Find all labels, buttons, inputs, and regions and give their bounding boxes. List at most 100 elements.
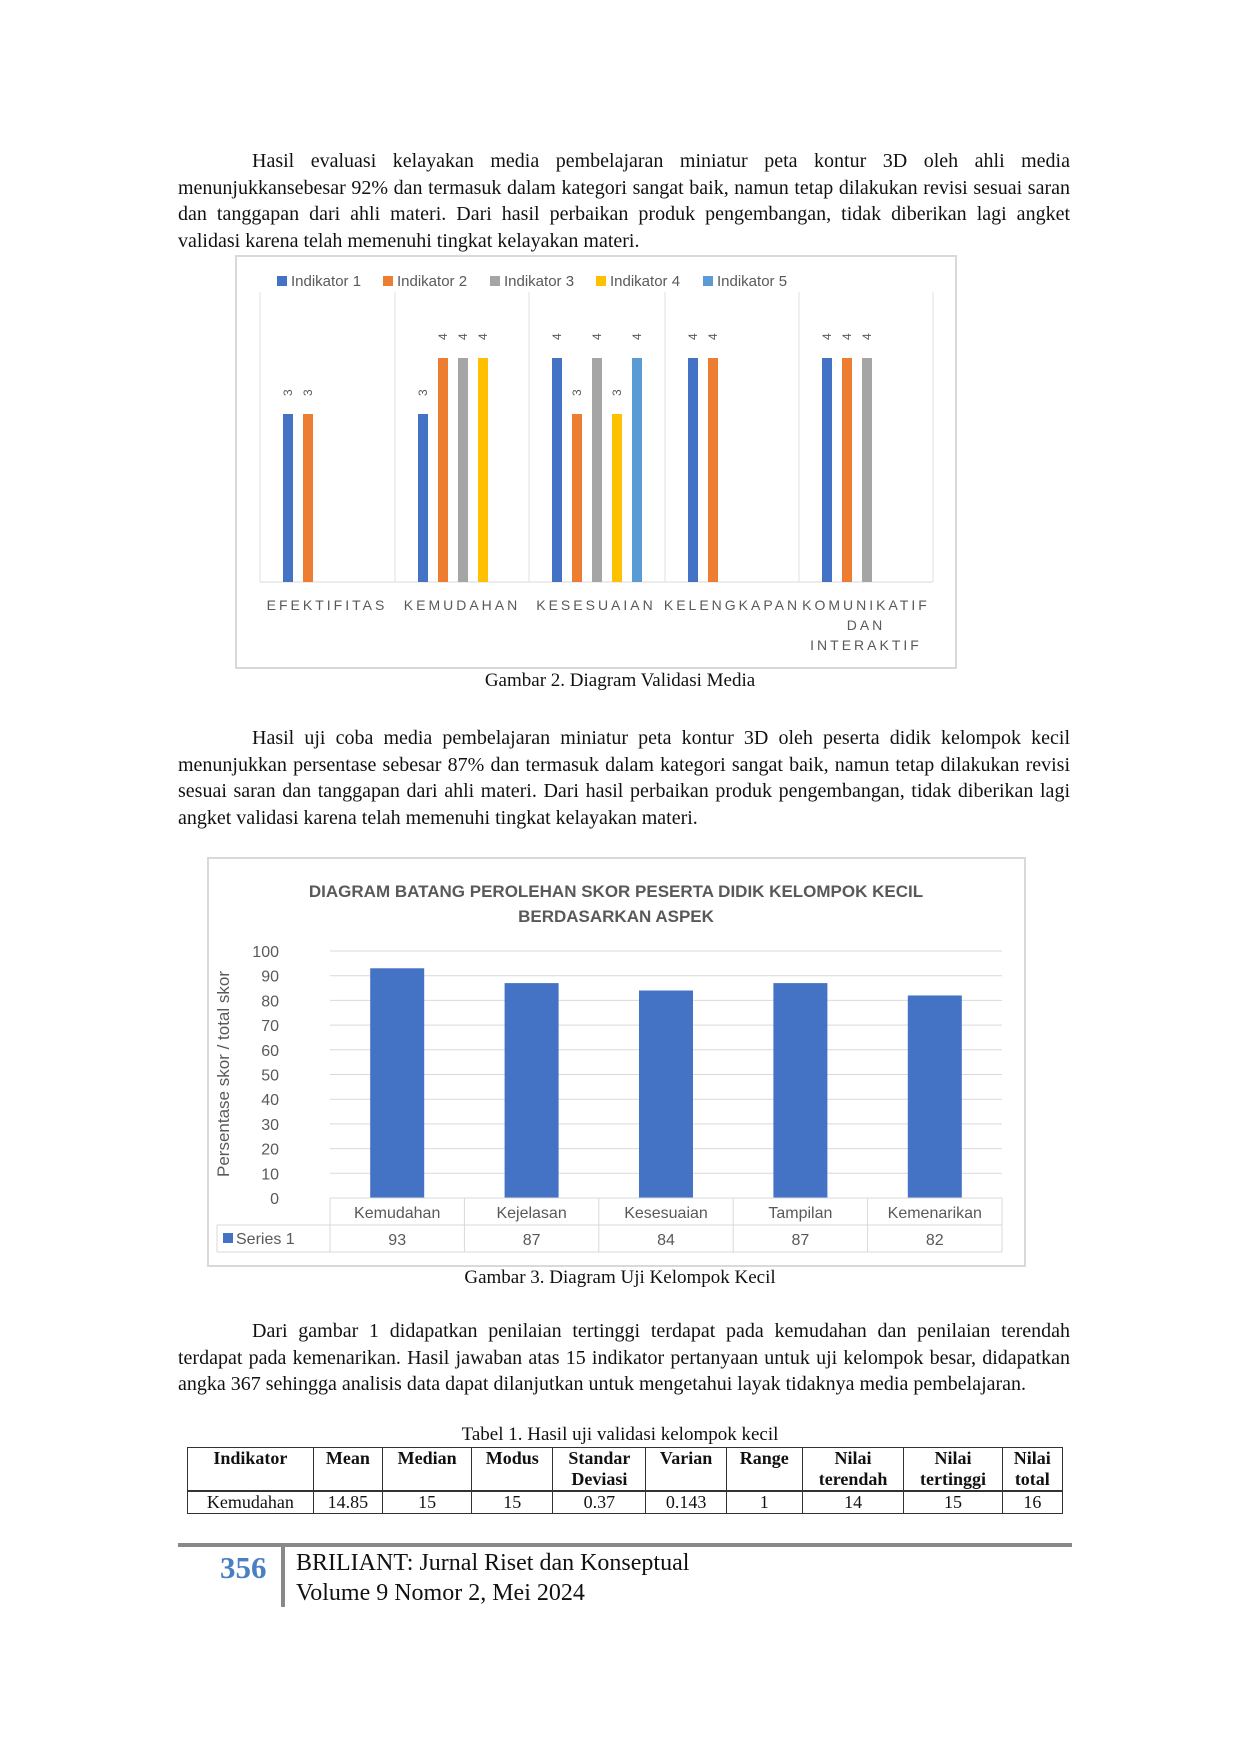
- data-label: 4: [860, 333, 874, 340]
- category-label: Kejelasan: [496, 1205, 566, 1222]
- chart1-svg: Indikator 1 Indikator 2 Indikator 3 Indikat…: [259, 273, 934, 653]
- paragraph-3: Dari gambar 1 didapatkan penilaian terti…: [178, 1320, 1070, 1396]
- chart-validasi-media: Indikator 1 Indikator 2 Indikator 3 Indikat…: [235, 255, 957, 669]
- bar: [458, 358, 468, 582]
- table-header: Mean: [312, 1447, 384, 1492]
- journal-issue: Volume 9 Nomor 2, Mei 2024: [296, 1580, 585, 1606]
- table-row: Kemudahan 14.85 15 15 0.37 0.143 1 14 15 16: [187, 1490, 1064, 1514]
- bar: [592, 358, 602, 582]
- y-tick-label: 30: [261, 1117, 279, 1134]
- data-label: 4: [590, 333, 604, 340]
- bar: [907, 995, 962, 1198]
- table-cell: 16: [1001, 1490, 1064, 1514]
- data-label: 4: [436, 333, 450, 340]
- header-line: Varian: [659, 1448, 713, 1468]
- chart2-svg: DIAGRAM BATANG PEROLEHAN SKOR PESERTA DI…: [214, 882, 1003, 1253]
- table-cell: 15: [903, 1490, 1003, 1514]
- header-line: Nilai: [1013, 1448, 1051, 1468]
- category-label: KOMUNIKATIF: [802, 597, 930, 613]
- legend-label: Indikator 3: [504, 273, 574, 290]
- category-label: Kemudahan: [354, 1205, 440, 1222]
- data-label: 4: [840, 333, 854, 340]
- y-tick-label: 90: [261, 969, 279, 986]
- bar: [303, 414, 313, 582]
- y-tick-label: 70: [261, 1018, 279, 1035]
- data-value: 93: [388, 1232, 406, 1249]
- legend-swatch: [703, 276, 713, 286]
- chart-title: DIAGRAM BATANG PEROLEHAN SKOR PESERTA DI…: [309, 882, 923, 901]
- chart-kelompok-kecil: DIAGRAM BATANG PEROLEHAN SKOR PESERTA DI…: [207, 857, 1026, 1267]
- category-label: Kemenarikan: [888, 1205, 982, 1222]
- data-label: 3: [610, 389, 624, 396]
- results-table: Indikator Mean Median Modus Standar Deviasi Va…: [187, 1447, 1064, 1514]
- table-header: Nilai tertinggi: [903, 1447, 1003, 1492]
- table-cell: 14: [801, 1490, 905, 1514]
- data-label: 4: [706, 333, 720, 340]
- table-header: Nilai total: [1001, 1447, 1064, 1492]
- y-tick-label: 0: [270, 1191, 279, 1208]
- bar: [773, 983, 828, 1198]
- data-value: 82: [926, 1232, 944, 1249]
- y-tick-label: 50: [261, 1068, 279, 1085]
- bar: [612, 414, 622, 582]
- table-cell: Kemudahan: [187, 1490, 314, 1514]
- y-tick-label: 60: [261, 1043, 279, 1060]
- table-1-caption: Tabel 1. Hasil uji validasi kelompok kec…: [461, 1424, 779, 1445]
- y-tick-label: 10: [261, 1166, 279, 1183]
- header-line: Nilai: [834, 1448, 872, 1468]
- bar: [639, 990, 693, 1198]
- data-label: 4: [456, 333, 470, 340]
- bar: [862, 358, 872, 582]
- table-header: Median: [382, 1447, 473, 1492]
- paragraph-1: Hasil evaluasi kelayakan media pembelaja…: [178, 150, 1070, 252]
- bar: [552, 358, 562, 582]
- header-line: Nilai: [934, 1448, 972, 1468]
- category-label: KEMUDAHAN: [404, 597, 520, 613]
- table-header: Standar Deviasi: [552, 1447, 647, 1492]
- bar: [822, 358, 832, 582]
- legend-label: Indikator 4: [610, 273, 680, 290]
- bar: [438, 358, 448, 582]
- data-label: 3: [416, 389, 430, 396]
- figure-3-caption: Gambar 3. Diagram Uji Kelompok Kecil: [464, 1267, 776, 1288]
- header-line: Indikator: [213, 1448, 288, 1468]
- table-cell: 14.85: [312, 1490, 384, 1514]
- bar: [370, 968, 425, 1198]
- bar: [572, 414, 582, 582]
- category-label: Tampilan: [768, 1205, 832, 1222]
- legend-swatch: [277, 276, 287, 286]
- y-tick-label: 80: [261, 993, 279, 1010]
- category-label: Kesesuaian: [624, 1205, 708, 1222]
- header-line: Deviasi: [571, 1469, 628, 1489]
- bar: [632, 358, 642, 582]
- bar: [418, 414, 428, 582]
- footer-divider: [178, 1543, 1072, 1547]
- bar: [688, 358, 698, 582]
- table-header: Indikator: [187, 1447, 314, 1492]
- legend-swatch: [596, 276, 606, 286]
- data-label: 4: [550, 333, 564, 340]
- table-cell: 0.37: [552, 1490, 647, 1514]
- table-header: Varian: [645, 1447, 727, 1492]
- legend-label: Indikator 5: [717, 273, 787, 290]
- category-label: EFEKTIFITAS: [267, 597, 388, 613]
- table-header: Modus: [471, 1447, 554, 1492]
- header-line: Mean: [325, 1448, 370, 1468]
- category-label: INTERAKTIF: [810, 637, 922, 653]
- data-value: 84: [657, 1232, 675, 1249]
- header-line: terendah: [818, 1469, 888, 1489]
- data-label: 4: [686, 333, 700, 340]
- category-label: DAN: [847, 617, 886, 633]
- legend-label: Indikator 1: [291, 273, 361, 290]
- header-line: Range: [739, 1448, 789, 1468]
- data-value: 87: [792, 1232, 810, 1249]
- table-header: Nilai terendah: [801, 1447, 905, 1492]
- header-line: Standar: [568, 1448, 631, 1468]
- y-axis-label: Persentase skor / total skor: [214, 971, 233, 1177]
- bar: [708, 358, 718, 582]
- table-cell: 15: [471, 1490, 554, 1514]
- journal-name: BRILIANT: Jurnal Riset dan Konseptual: [296, 1550, 690, 1576]
- legend-swatch: [383, 276, 393, 286]
- chart-title: BERDASARKAN ASPEK: [518, 907, 715, 926]
